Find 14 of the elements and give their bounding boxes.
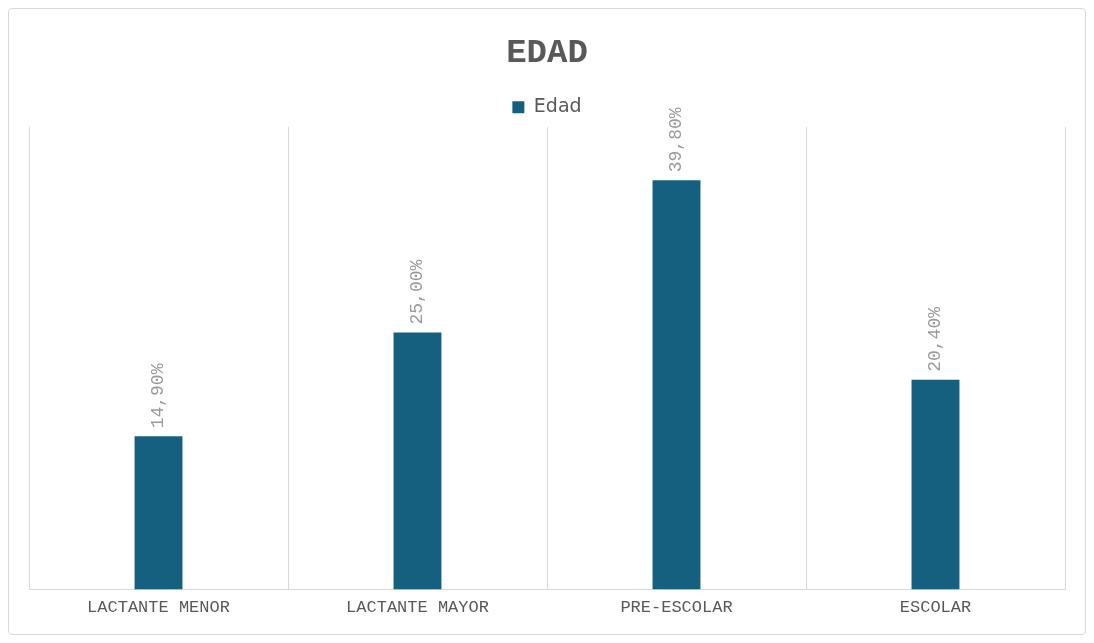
data-label: 39,80%: [666, 107, 687, 173]
chart-title: EDAD: [506, 33, 588, 72]
data-label: 14,90%: [148, 363, 169, 429]
bar: [911, 379, 960, 590]
data-label: 20,40%: [925, 306, 946, 372]
legend-label: Edad: [533, 94, 582, 117]
x-tick-label: PRE-ESCOLAR: [620, 598, 733, 618]
x-tick-label: LACTANTE MENOR: [87, 598, 230, 618]
x-tick-label: LACTANTE MAYOR: [346, 598, 489, 618]
bar: [134, 436, 183, 590]
bar: [652, 180, 701, 590]
data-label: 25,00%: [407, 259, 428, 325]
bar: [393, 332, 442, 590]
x-tick-label: ESCOLAR: [899, 598, 972, 618]
